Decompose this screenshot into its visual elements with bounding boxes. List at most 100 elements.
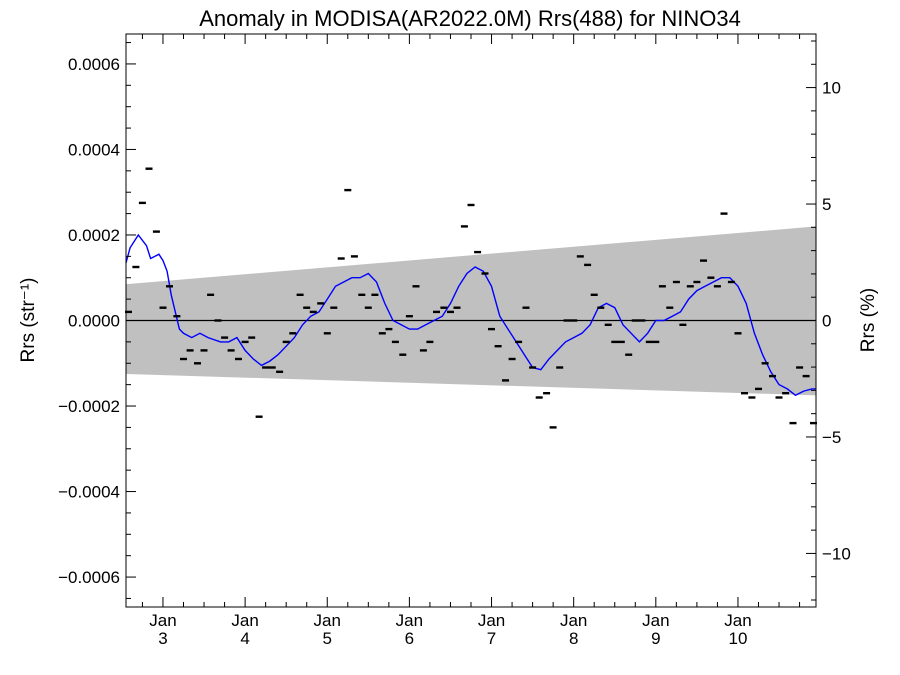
x-tick-label-year: 8 bbox=[569, 629, 578, 648]
x-tick-label-month: Jan bbox=[478, 611, 505, 630]
anomaly-point bbox=[543, 392, 551, 395]
anomaly-point bbox=[173, 315, 181, 318]
x-tick-label-year: 7 bbox=[487, 629, 496, 648]
uncertainty-band bbox=[126, 226, 816, 396]
anomaly-point bbox=[549, 426, 557, 429]
anomaly-point bbox=[125, 310, 132, 314]
anomaly-point bbox=[515, 340, 523, 344]
anomaly-point bbox=[426, 340, 434, 344]
anomaly-point bbox=[282, 340, 290, 344]
anomaly-point bbox=[309, 310, 317, 314]
anomaly-point bbox=[194, 362, 201, 365]
x-tick-label-year: 6 bbox=[405, 629, 414, 648]
y2-tick-label: 10 bbox=[822, 79, 841, 98]
x-tick-label-month: Jan bbox=[149, 611, 176, 630]
anomaly-point bbox=[604, 323, 612, 326]
anomaly-point bbox=[638, 319, 646, 322]
anomaly-point bbox=[494, 345, 502, 348]
anomaly-point bbox=[419, 349, 427, 352]
anomaly-point bbox=[262, 366, 270, 369]
y-tick-label: 0.0004 bbox=[68, 140, 120, 159]
x-tick-label-month: Jan bbox=[724, 611, 751, 630]
anomaly-point bbox=[186, 349, 194, 352]
anomaly-point bbox=[611, 340, 619, 344]
x-tick-label-month: Jan bbox=[396, 611, 423, 630]
anomaly-point bbox=[337, 257, 345, 260]
anomaly-point bbox=[180, 357, 187, 361]
anomaly-point bbox=[207, 293, 215, 296]
x-tick-label-year: 3 bbox=[158, 629, 167, 648]
x-tick-label-year: 5 bbox=[323, 629, 332, 648]
anomaly-point bbox=[570, 319, 578, 322]
anomaly-point bbox=[672, 280, 680, 284]
y-tick-label: 0.0002 bbox=[68, 226, 120, 245]
anomaly-point bbox=[399, 353, 407, 356]
x-tick-label-year: 10 bbox=[729, 629, 748, 648]
anomaly-point bbox=[214, 319, 222, 322]
x-tick-label-year: 9 bbox=[651, 629, 660, 648]
anomaly-point bbox=[474, 250, 482, 254]
anomaly-point bbox=[597, 306, 605, 309]
anomaly-point bbox=[769, 374, 776, 378]
anomaly-point bbox=[433, 310, 440, 314]
chart-title: Anomaly in MODISA(AR2022.0M) Rrs(488) fo… bbox=[199, 6, 741, 31]
anomaly-point bbox=[686, 285, 694, 288]
anomaly-point bbox=[378, 332, 386, 335]
y2-tick-label: −5 bbox=[822, 428, 841, 447]
anomaly-point bbox=[584, 263, 592, 267]
y-tick-label: −0.0002 bbox=[58, 397, 120, 416]
anomaly-point bbox=[652, 340, 660, 344]
running-mean-line bbox=[125, 233, 816, 397]
y-tick-label: 0.0006 bbox=[68, 55, 120, 74]
anomaly-point bbox=[481, 272, 489, 275]
y2-tick-label: −10 bbox=[822, 544, 851, 563]
anomaly-point bbox=[235, 357, 242, 361]
x-tick-label-year: 4 bbox=[240, 629, 249, 648]
plot-area: 0.0006 0.0004 0.0002 0.0000 −0.0002 −0.0004 −0… bbox=[58, 33, 851, 648]
y-tick-label: 0.0000 bbox=[68, 312, 120, 331]
anomaly-point bbox=[460, 225, 468, 228]
anomaly-point bbox=[508, 357, 516, 361]
anomaly-point bbox=[323, 332, 331, 335]
x-tick-label-month: Jan bbox=[560, 611, 587, 630]
anomaly-point bbox=[502, 379, 509, 382]
anomaly-point bbox=[741, 392, 748, 395]
anomaly-point bbox=[576, 255, 584, 258]
anomaly-point bbox=[563, 319, 571, 322]
anomaly-point bbox=[625, 353, 633, 356]
anomaly-point bbox=[350, 255, 358, 258]
anomaly-point bbox=[344, 188, 352, 192]
anomaly-point bbox=[152, 230, 160, 233]
anomaly-point bbox=[159, 306, 167, 309]
y-axis-left-label: Rrs (str⁻¹) bbox=[18, 278, 39, 363]
anomaly-point bbox=[617, 340, 625, 344]
anomaly-point bbox=[358, 293, 366, 296]
anomaly-point bbox=[679, 323, 687, 326]
anomaly-point bbox=[221, 336, 229, 339]
anomaly-point bbox=[707, 276, 715, 279]
anomaly-point bbox=[810, 421, 817, 425]
anomaly-point bbox=[268, 366, 276, 369]
anomaly-point bbox=[391, 340, 399, 344]
y2-tick-label: 5 bbox=[822, 195, 831, 214]
anomaly-point bbox=[405, 315, 413, 318]
anomaly-point bbox=[227, 349, 235, 352]
anomaly-point bbox=[467, 203, 475, 207]
anomaly-point bbox=[693, 280, 701, 284]
x-tick-label-month: Jan bbox=[231, 611, 258, 630]
anomaly-point bbox=[802, 374, 810, 378]
anomaly-point bbox=[248, 336, 256, 339]
anomaly-point bbox=[761, 362, 769, 365]
y-tick-label: −0.0004 bbox=[58, 483, 120, 502]
anomaly-point bbox=[727, 280, 735, 284]
anomaly-point bbox=[522, 306, 530, 309]
anomaly-point bbox=[241, 340, 249, 344]
anomaly-point bbox=[276, 370, 284, 373]
anomaly-point bbox=[748, 396, 756, 399]
anomaly-point bbox=[200, 349, 208, 352]
anomaly-point bbox=[666, 306, 674, 309]
anomaly-point bbox=[412, 285, 420, 288]
anomaly-point bbox=[453, 306, 461, 309]
anomaly-point bbox=[385, 327, 393, 331]
